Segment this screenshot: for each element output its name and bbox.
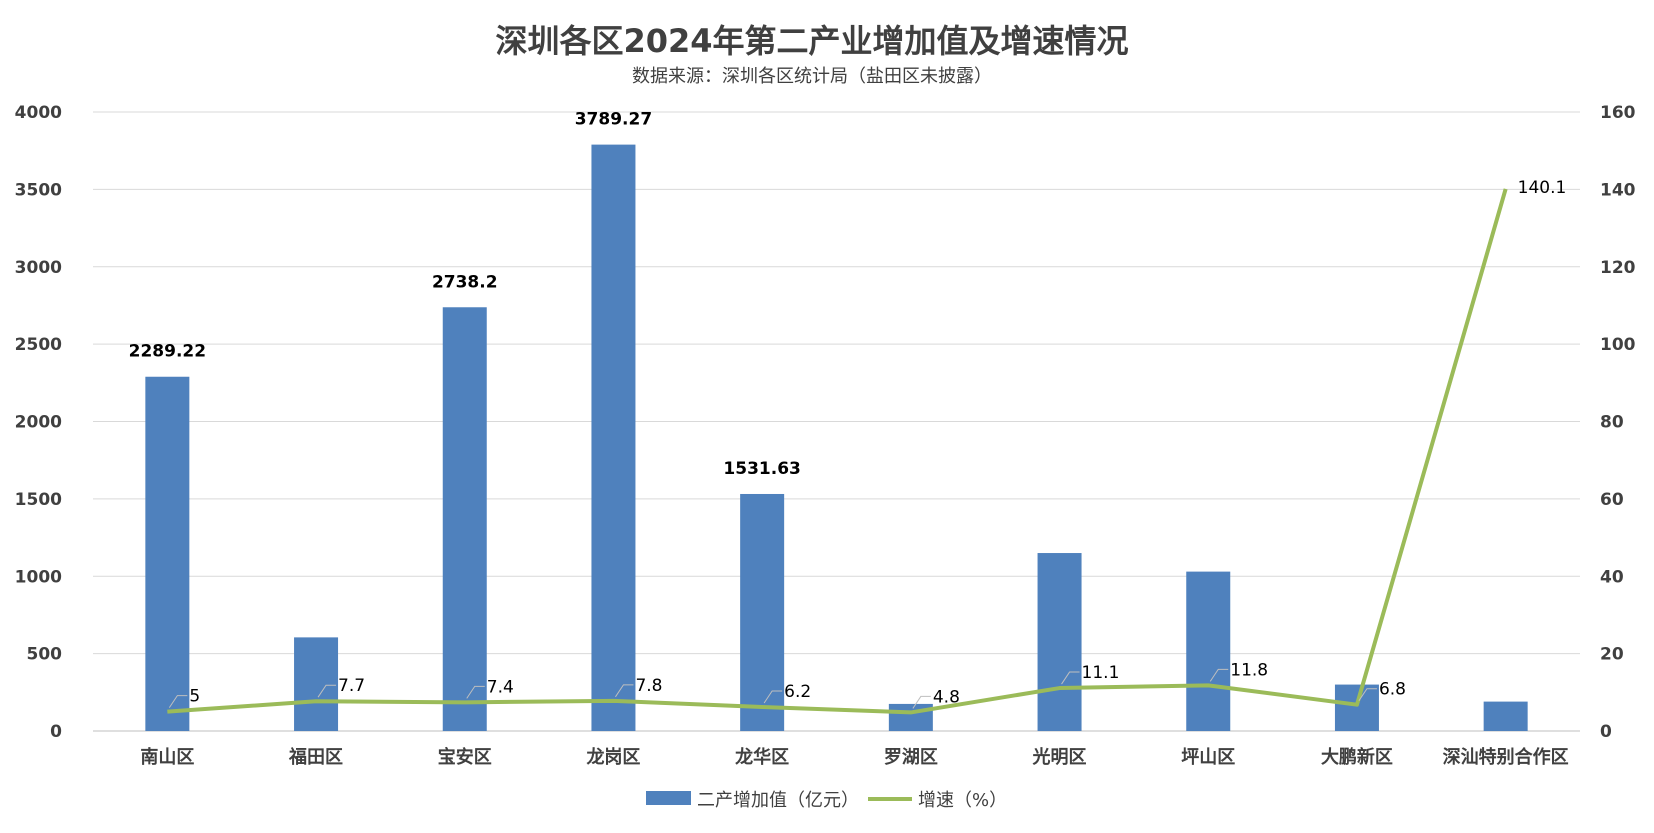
bar bbox=[740, 493, 785, 731]
line-data-label: 11.8 bbox=[1230, 660, 1268, 680]
line-data-label: 11.1 bbox=[1082, 663, 1120, 683]
left-tick-label: 3500 bbox=[15, 180, 62, 200]
line-label-leader bbox=[763, 690, 783, 704]
left-tick-label: 3000 bbox=[15, 258, 62, 278]
line-label-leader bbox=[615, 684, 634, 698]
category-label: 深汕特别合作区 bbox=[1443, 746, 1569, 768]
line-label-leader bbox=[1061, 671, 1080, 685]
line-data-label: 6.8 bbox=[1379, 680, 1406, 700]
line-data-label: 7.7 bbox=[338, 676, 365, 696]
right-tick-label: 80 bbox=[1600, 413, 1624, 433]
bar bbox=[1037, 553, 1082, 731]
category-label: 大鹏新区 bbox=[1321, 746, 1393, 768]
bar bbox=[1483, 701, 1528, 731]
left-tick-label: 2500 bbox=[15, 335, 62, 355]
category-label: 南山区 bbox=[140, 746, 194, 768]
right-tick-label: 60 bbox=[1600, 490, 1624, 510]
line-label-leader bbox=[317, 684, 337, 698]
category-labels: 南山区 福田区 宝安区 龙岗区 龙华区 罗湖区 光明区 坪山区 大鹏新区 深汕特别合作区 bbox=[140, 746, 1568, 768]
category-label: 罗湖区 bbox=[884, 747, 938, 768]
left-axis-ticks: 0 500 1000 1500 2000 2500 3000 3500 4000 bbox=[15, 103, 62, 742]
right-tick-label: 40 bbox=[1600, 567, 1624, 587]
line-label-leader bbox=[1358, 688, 1377, 701]
line-label-leader bbox=[168, 695, 188, 708]
line-label-leader bbox=[1209, 668, 1229, 682]
right-tick-label: 20 bbox=[1600, 645, 1624, 665]
legend: 二产增加值（亿元） 增速（%） bbox=[646, 790, 1007, 811]
category-label: 坪山区 bbox=[1181, 747, 1235, 768]
chart-subtitle: 数据来源：深圳各区统计局（盐田区未披露） bbox=[632, 66, 992, 87]
line-data-label: 7.8 bbox=[635, 676, 662, 696]
right-axis-ticks: 0 20 40 60 80 100 120 140 160 bbox=[1600, 103, 1636, 742]
category-label: 光明区 bbox=[1032, 746, 1087, 768]
left-tick-label: 0 bbox=[50, 722, 62, 742]
category-label: 福田区 bbox=[288, 746, 343, 768]
line-data-label: 5 bbox=[189, 687, 200, 707]
right-tick-label: 160 bbox=[1600, 103, 1636, 123]
line-path bbox=[167, 188, 1508, 715]
category-label: 宝安区 bbox=[438, 746, 492, 768]
category-label: 龙岗区 bbox=[586, 746, 640, 768]
left-tick-label: 4000 bbox=[15, 103, 62, 123]
bar bbox=[145, 376, 190, 731]
gridlines bbox=[93, 111, 1580, 732]
bar bbox=[591, 144, 636, 731]
line-data-label: 6.2 bbox=[784, 682, 811, 702]
line-label-leader bbox=[466, 685, 485, 699]
line-data-labels: 5 7.7 7.4 7.8 6.2 4.8 11.1 11.8 6.8 140.1 bbox=[168, 178, 1567, 709]
left-tick-label: 500 bbox=[27, 645, 63, 665]
bar bbox=[294, 637, 339, 731]
right-tick-label: 140 bbox=[1600, 180, 1636, 200]
line-data-label: 4.8 bbox=[933, 687, 960, 707]
legend-swatch-bar bbox=[646, 791, 691, 805]
left-tick-label: 2000 bbox=[15, 413, 62, 433]
category-label: 龙华区 bbox=[735, 746, 789, 768]
bar bbox=[442, 307, 487, 731]
left-tick-label: 1000 bbox=[15, 567, 62, 587]
bar-series bbox=[145, 144, 1528, 731]
bar-data-label: 2738.2 bbox=[432, 272, 498, 292]
bar-data-label: 2289.22 bbox=[129, 342, 206, 362]
bar bbox=[1334, 684, 1379, 731]
line-series bbox=[167, 188, 1508, 715]
line-data-label: 140.1 bbox=[1518, 178, 1567, 198]
bar-data-label: 3789.27 bbox=[575, 110, 652, 130]
line-data-label: 7.4 bbox=[487, 677, 514, 697]
chart-title: 深圳各区2024年第二产业增加值及增速情况 bbox=[495, 22, 1128, 60]
right-tick-label: 120 bbox=[1600, 258, 1636, 278]
bar-data-labels: 2289.22 2738.2 3789.27 1531.63 bbox=[129, 110, 801, 479]
bar bbox=[1186, 571, 1231, 731]
right-tick-label: 100 bbox=[1600, 335, 1636, 355]
bar-data-label: 1531.63 bbox=[723, 459, 800, 479]
legend-label-line: 增速（%） bbox=[918, 790, 1007, 811]
line-label-leader bbox=[912, 695, 931, 709]
right-tick-label: 0 bbox=[1600, 722, 1612, 742]
legend-label-bar: 二产增加值（亿元） bbox=[697, 790, 859, 811]
left-tick-label: 1500 bbox=[15, 490, 62, 510]
